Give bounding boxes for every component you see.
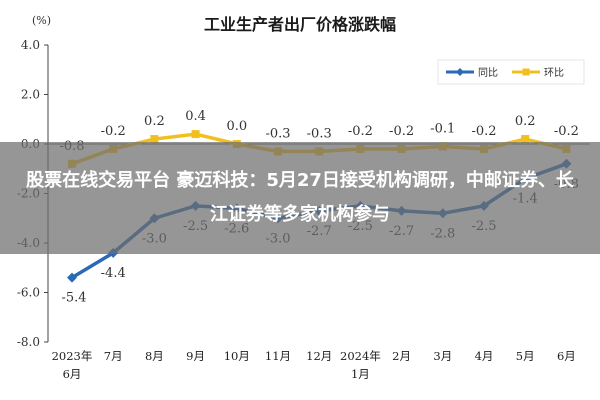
headline-overlay: 股票在线交易平台 豪迈科技：5月27日接受机构调研，中邮证券、长江证券等多家机构…: [0, 142, 600, 254]
x-tick-label: 5月: [516, 349, 535, 363]
data-label-mom: 0.4: [185, 109, 206, 124]
data-label-mom: -0.2: [389, 124, 414, 139]
x-tick-label: 9月: [186, 349, 205, 363]
x-tick-label: 7月: [104, 349, 123, 363]
data-point: [67, 272, 77, 283]
data-label-mom: -0.1: [430, 121, 455, 136]
data-label-mom: -0.3: [307, 126, 332, 141]
data-label-yoy: -4.4: [101, 266, 126, 281]
legend-marker: [522, 68, 530, 76]
chart-title: 工业生产者出厂价格涨跌幅: [204, 15, 396, 34]
x-tick-label: 11月: [265, 349, 291, 363]
y-unit-label: (%): [32, 14, 51, 27]
data-label-mom: 0.2: [515, 114, 536, 129]
x-tick-label: 10月: [224, 349, 250, 363]
data-point: [150, 135, 159, 144]
data-label-mom: -0.2: [101, 124, 126, 139]
legend-label: 环比: [544, 67, 564, 79]
data-point: [191, 130, 200, 139]
x-tick-label: 6月: [557, 349, 576, 363]
data-label-mom: -0.2: [471, 124, 496, 139]
legend-marker: [456, 68, 464, 76]
data-label-mom: 0.0: [226, 119, 247, 134]
legend: 同比 环比: [437, 59, 585, 85]
data-point: [521, 135, 530, 144]
x-tick-label: 3月: [433, 349, 452, 363]
data-label-mom: -0.2: [554, 124, 579, 139]
x-tick-label: 2月: [392, 349, 411, 363]
x-tick-label: 12月: [306, 349, 332, 363]
x-tick-label: 6月: [63, 367, 82, 381]
data-label-mom: -0.2: [348, 124, 373, 139]
y-tick-label: 2.0: [21, 88, 40, 102]
x-tick-label: 4月: [475, 349, 494, 363]
x-tick-label: 2023年: [52, 349, 93, 363]
y-tick-label: 4.0: [21, 38, 40, 52]
data-label-yoy: -5.4: [61, 291, 86, 306]
x-tick-label: 2024年: [340, 349, 381, 363]
x-tick-label: 8月: [145, 349, 164, 363]
y-tick-label: -8.0: [17, 335, 40, 349]
data-label-mom: 0.2: [144, 114, 165, 129]
data-label-mom: -0.3: [265, 126, 290, 141]
y-tick-label: -6.0: [17, 286, 40, 300]
headline-text: 股票在线交易平台 豪迈科技：5月27日接受机构调研，中邮证券、长江证券等多家机构…: [26, 170, 574, 225]
x-axis-ticks: 2023年 6月 7月 8月 9月 10月 11月 12月 2024年 1月 2月 3月 4月 5月 6月: [52, 349, 576, 381]
legend-label: 同比: [478, 67, 498, 79]
x-tick-label: 1月: [351, 367, 370, 381]
